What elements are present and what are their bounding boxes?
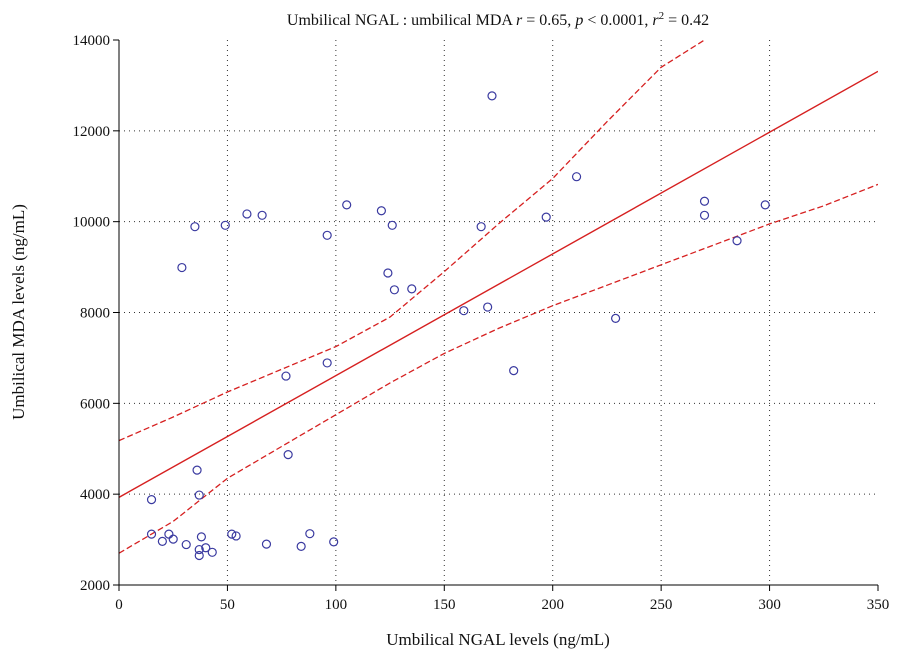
data-point-17 (231, 531, 241, 541)
x-tick-label-3: 150 (433, 597, 456, 613)
title-r-value: = 0.65, (522, 12, 575, 29)
y-tick-label-4: 10000 (73, 215, 111, 231)
data-point-38 (509, 366, 519, 376)
data-point-8 (192, 465, 202, 475)
data-point-43 (699, 210, 710, 220)
data-point-24 (305, 529, 315, 539)
regression-line-group (119, 70, 878, 498)
data-point-41 (611, 313, 621, 324)
data-point-37 (487, 91, 497, 101)
y-tick-label-2: 6000 (80, 396, 110, 412)
data-point-33 (407, 284, 417, 294)
data-point-39 (541, 212, 551, 222)
x-tick-label-1: 50 (220, 597, 235, 613)
data-point-42 (699, 196, 710, 206)
data-point-23 (296, 541, 306, 551)
data-point-21 (281, 371, 291, 381)
grid (119, 40, 878, 585)
data-point-15 (220, 220, 230, 230)
data-point-6 (181, 539, 191, 550)
data-point-9 (194, 490, 204, 500)
y-tick-label-1: 4000 (80, 487, 110, 503)
y-tick-label-5: 12000 (73, 124, 111, 140)
data-point-44 (732, 236, 742, 246)
data-point-1 (146, 529, 157, 539)
x-axis-label: Umbilical NGAL levels (ng/mL) (386, 630, 610, 649)
data-point-19 (257, 210, 267, 220)
data-point-40 (571, 172, 582, 182)
confidence-band-lower (119, 183, 878, 554)
data-point-5 (177, 262, 187, 273)
confidence-band (119, 40, 878, 554)
x-tick-label-0: 0 (115, 597, 123, 613)
regression-line (119, 70, 878, 498)
data-point-0 (146, 495, 157, 505)
y-axis-label: Umbilical MDA levels (ng/mL) (9, 204, 28, 420)
y-axis-ticks: 2000 4000 6000 8000 10000 12000 14000 (73, 33, 119, 594)
data-point-45 (760, 200, 770, 210)
data-point-12 (196, 532, 207, 542)
data-point-16 (227, 529, 237, 539)
data-point-27 (329, 537, 339, 547)
data-point-3 (164, 529, 174, 539)
y-tick-label-6: 14000 (73, 33, 111, 49)
data-point-20 (261, 539, 272, 549)
title-r2-symbol: r (652, 12, 659, 29)
data-point-36 (483, 302, 493, 312)
data-point-14 (207, 547, 217, 557)
title-r2-value: = 0.42 (664, 12, 709, 29)
x-tick-label-7: 350 (867, 597, 890, 613)
title-r2-exponent: 2 (659, 10, 665, 22)
x-axis-ticks: 0 50 100 150 200 250 300 350 (115, 585, 889, 613)
y-tick-label-0: 2000 (80, 578, 110, 594)
x-tick-label-6: 300 (758, 597, 781, 613)
data-point-13 (201, 543, 211, 553)
data-point-32 (389, 285, 400, 295)
y-tick-label-3: 8000 (80, 306, 110, 322)
title-p-value: < 0.0001, (583, 12, 652, 29)
title-prefix: Umbilical NGAL : umbilical MDA (287, 12, 516, 29)
data-point-4 (168, 534, 178, 544)
data-point-29 (376, 206, 386, 216)
data-point-30 (383, 268, 393, 278)
data-point-10 (194, 544, 204, 555)
data-point-22 (283, 450, 293, 460)
data-point-25 (322, 358, 332, 368)
data-point-18 (242, 209, 252, 219)
confidence-band-upper (119, 40, 705, 442)
data-point-11 (194, 550, 204, 561)
x-tick-label-5: 250 (650, 597, 673, 613)
data-point-26 (322, 230, 332, 240)
title-p-symbol: p (574, 12, 583, 29)
title-r-symbol: r (516, 12, 523, 29)
data-point-35 (476, 222, 486, 232)
data-point-28 (342, 200, 352, 210)
data-point-31 (387, 220, 397, 230)
data-point-2 (157, 536, 167, 547)
data-points (146, 91, 770, 561)
x-tick-label-4: 200 (541, 597, 564, 613)
x-tick-label-2: 100 (325, 597, 348, 613)
data-point-34 (459, 306, 469, 316)
data-point-7 (190, 222, 200, 232)
chart-title: Umbilical NGAL : umbilical MDA r = 0.65,… (287, 10, 709, 29)
